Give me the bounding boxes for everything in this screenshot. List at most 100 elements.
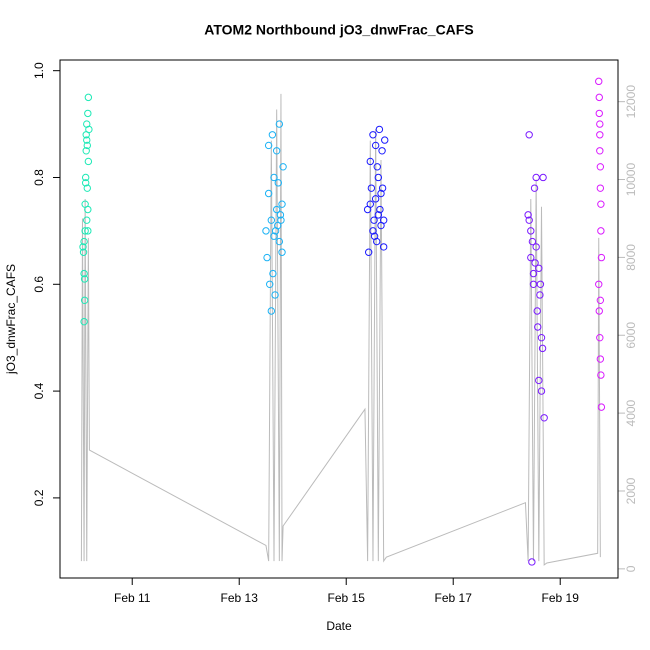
data-point — [378, 184, 387, 192]
data-point — [81, 179, 90, 187]
data-point — [269, 269, 277, 278]
data-point — [596, 120, 604, 128]
data-point — [596, 333, 604, 342]
data-point — [528, 237, 537, 246]
data-point — [597, 200, 605, 208]
data-point — [85, 125, 93, 134]
data-point — [531, 259, 539, 267]
data-point — [367, 184, 376, 192]
data-point — [275, 120, 284, 128]
data-point — [379, 216, 388, 224]
data-point — [278, 200, 286, 208]
data-point — [532, 173, 540, 182]
x-axis-label: Date — [326, 619, 352, 633]
data-point — [597, 253, 606, 262]
data-point — [279, 163, 287, 171]
data-point — [373, 163, 381, 171]
data-point — [533, 307, 541, 315]
y-tick-label: 0.4 — [32, 382, 46, 399]
data-point — [264, 141, 273, 150]
data-point — [80, 237, 88, 246]
altitude-line — [80, 93, 601, 566]
y2-tick-label: 2000 — [624, 477, 638, 504]
y2-tick-label: 10000 — [624, 163, 638, 197]
data-point — [369, 227, 377, 235]
y2-tick-label: 0 — [624, 565, 638, 572]
data-point — [80, 269, 88, 278]
data-point — [267, 216, 276, 224]
data-point — [271, 227, 280, 235]
data-point — [81, 227, 89, 235]
data-point — [272, 147, 281, 155]
data-point — [527, 227, 535, 235]
data-point — [537, 387, 546, 395]
data-point — [532, 243, 540, 251]
y-tick-label: 1.0 — [32, 62, 46, 79]
y-tick-label: 0.8 — [32, 169, 46, 186]
data-point — [525, 216, 533, 224]
data-point — [371, 141, 380, 150]
data-point — [597, 227, 605, 235]
data-point — [374, 173, 383, 182]
data-point — [370, 232, 379, 240]
data-point — [536, 280, 545, 288]
data-point — [539, 173, 547, 182]
data-point — [377, 189, 385, 198]
chart-title: ATOM2 Northbound jO3_dnwFrac_CAFS — [204, 22, 473, 38]
data-point — [530, 184, 539, 192]
data-point — [79, 243, 87, 251]
data-point — [80, 275, 89, 283]
data-point — [270, 232, 278, 240]
data-point — [83, 184, 91, 192]
data-point — [535, 376, 543, 385]
data-point — [596, 147, 604, 155]
data-point — [536, 291, 544, 299]
y2-tick-label: 12000 — [624, 85, 638, 119]
y2-tick-label: 6000 — [624, 322, 638, 349]
data-point — [595, 307, 603, 315]
data-point — [83, 136, 91, 144]
data-point — [84, 157, 93, 166]
data-point — [277, 216, 285, 224]
data-point — [262, 227, 270, 235]
data-point — [597, 403, 606, 411]
data-point — [376, 205, 384, 214]
data-point — [274, 179, 282, 187]
data-point — [595, 280, 603, 288]
data-point — [595, 77, 603, 86]
data-point — [81, 173, 90, 182]
y-tick-label: 0.2 — [32, 489, 46, 506]
data-point — [374, 211, 383, 219]
plot-frame — [59, 59, 619, 579]
data-point — [364, 248, 373, 256]
data-point — [371, 195, 380, 203]
data-point — [535, 264, 543, 272]
data-point — [272, 205, 281, 214]
data-point — [267, 307, 276, 315]
data-point — [278, 248, 286, 256]
data-point — [84, 205, 92, 214]
data-point — [80, 296, 89, 305]
data-point — [538, 344, 547, 353]
data-point — [266, 280, 274, 288]
data-point — [268, 131, 277, 139]
data-point — [369, 131, 377, 139]
data-point — [378, 147, 386, 155]
data-point — [84, 93, 93, 102]
data-point — [529, 280, 538, 288]
y-axis-label: jO3_dnwFrac_CAFS — [4, 264, 18, 375]
data-point — [83, 141, 91, 150]
data-point — [597, 371, 605, 379]
data-point — [263, 253, 271, 262]
data-point — [596, 163, 605, 171]
data-point — [524, 211, 532, 219]
x-tick-label: Feb 11 — [114, 591, 151, 605]
y2-tick-label: 8000 — [624, 244, 638, 271]
data-point — [596, 355, 605, 363]
data-point — [596, 296, 605, 305]
data-point — [540, 414, 548, 422]
data-point — [264, 189, 273, 198]
data-point — [82, 147, 90, 155]
